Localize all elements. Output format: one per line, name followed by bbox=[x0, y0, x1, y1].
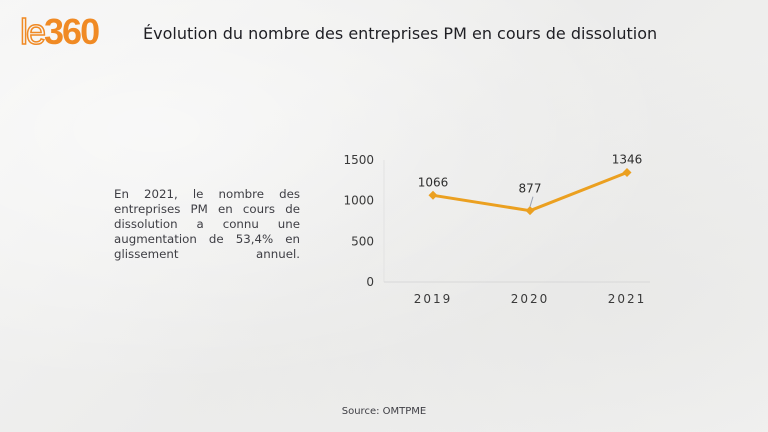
x-tick-label: 2020 bbox=[511, 292, 550, 306]
data-label-leader-line bbox=[529, 196, 534, 207]
series-group bbox=[428, 168, 632, 216]
data-label: 1346 bbox=[612, 153, 643, 167]
y-tick-label: 1000 bbox=[343, 194, 374, 208]
y-tick-label: 0 bbox=[366, 275, 374, 289]
y-tick-label: 500 bbox=[351, 234, 374, 248]
data-labels: 1066 877 1346 bbox=[418, 153, 643, 207]
x-axis: 2019 2020 2021 bbox=[414, 292, 647, 306]
y-axis: 0 500 1000 1500 bbox=[343, 153, 385, 289]
data-label: 1066 bbox=[418, 175, 449, 189]
source-note: Source: OMTPME bbox=[341, 406, 427, 417]
le360-logo: le360 bbox=[19, 11, 100, 52]
y-tick-label: 1500 bbox=[343, 153, 374, 167]
data-point-marker bbox=[525, 206, 535, 216]
x-tick-label: 2021 bbox=[608, 292, 647, 306]
x-tick-label: 2019 bbox=[414, 292, 453, 306]
logo-suffix: 360 bbox=[44, 11, 100, 52]
logo-prefix: le bbox=[19, 11, 47, 52]
data-label: 877 bbox=[519, 182, 542, 196]
data-point-marker bbox=[622, 168, 632, 178]
chart-title: Évolution du nombre des entreprises PM e… bbox=[143, 24, 658, 43]
description-text: En 2021, le nombre des entreprises PM en… bbox=[114, 187, 300, 261]
data-point-marker bbox=[428, 190, 438, 200]
line-chart: 0 500 1000 1500 2019 2020 2021 1066 877 1346 bbox=[343, 153, 650, 306]
